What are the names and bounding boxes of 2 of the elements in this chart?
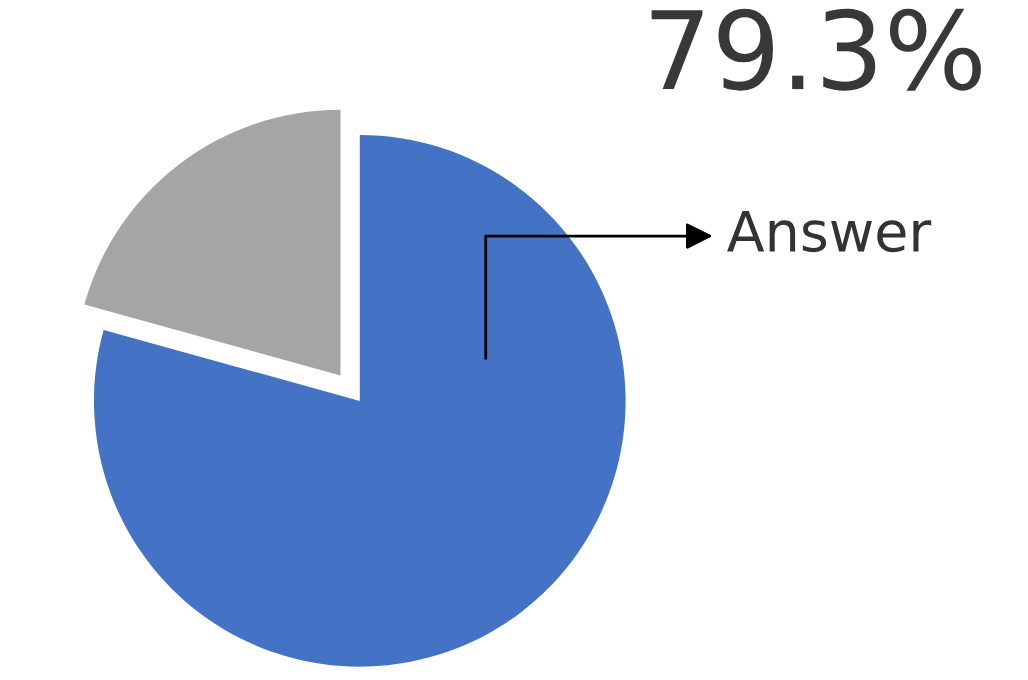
slice-label: Answer	[727, 210, 932, 253]
data-label: 79.3%	[651, 8, 981, 91]
